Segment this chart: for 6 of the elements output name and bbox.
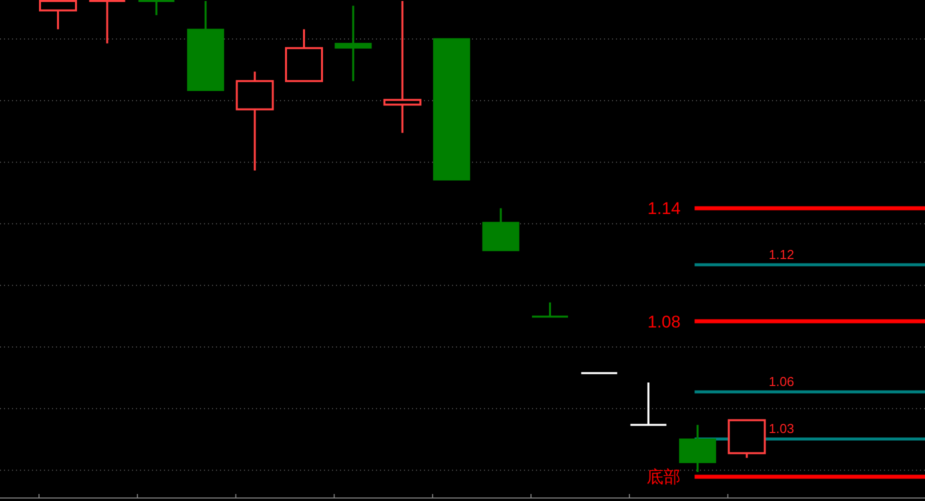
annotation: 1.06 (768, 374, 794, 389)
annotation: 1.12 (768, 246, 794, 262)
annotation: 1.03 (768, 421, 794, 436)
annotation: 1.14 (648, 199, 681, 218)
ref-line-label: 底部 (646, 468, 681, 487)
annotation: 1.08 (648, 312, 681, 332)
